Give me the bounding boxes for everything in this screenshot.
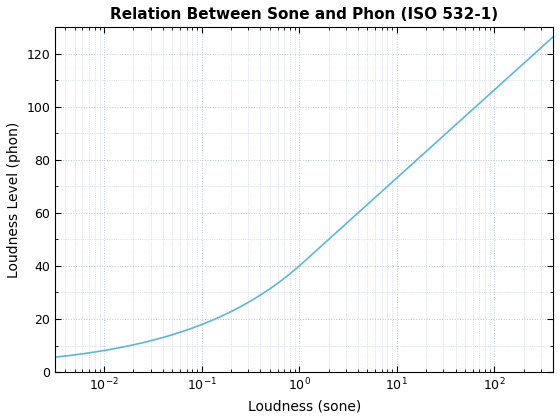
- Y-axis label: Loudness Level (phon): Loudness Level (phon): [7, 121, 21, 278]
- X-axis label: Loudness (sone): Loudness (sone): [248, 399, 361, 413]
- Title: Relation Between Sone and Phon (ISO 532-1): Relation Between Sone and Phon (ISO 532-…: [110, 7, 498, 22]
